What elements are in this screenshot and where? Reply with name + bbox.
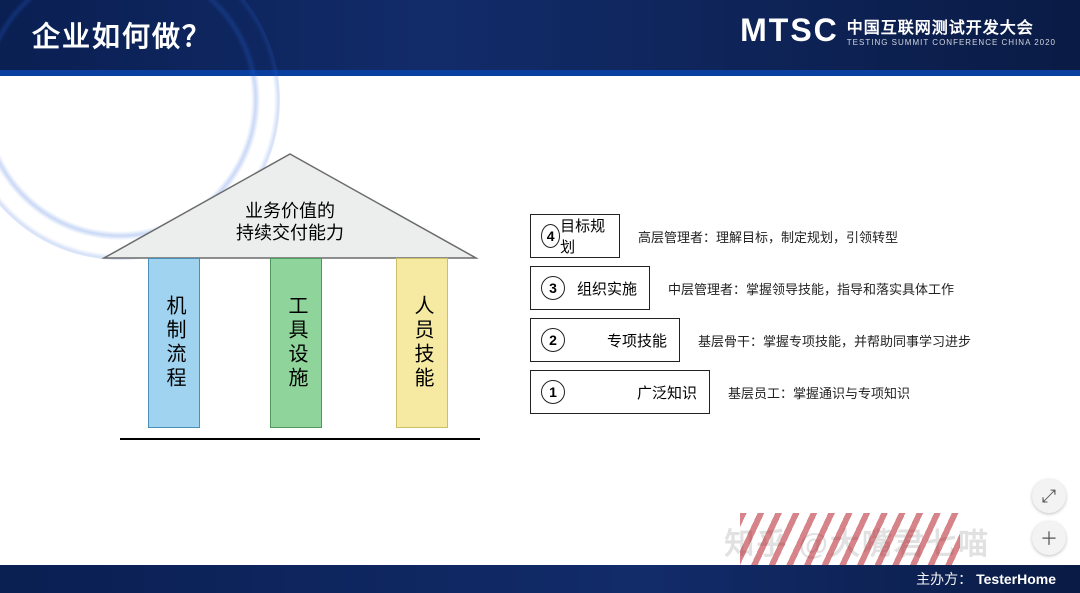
slide-footer: 主办方： TesterHome bbox=[0, 565, 1080, 593]
pyramid-step-3: 3 组织实施 bbox=[530, 266, 650, 310]
slide-header: 企业如何做？ MTSC 中国互联网测试开发大会 TESTING SUMMIT C… bbox=[0, 0, 1080, 76]
watermark: 知乎 @大嘴君七喵 bbox=[724, 519, 990, 563]
slide-title: 企业如何做？ bbox=[32, 15, 212, 55]
expand-icon: ⤢ bbox=[1042, 486, 1056, 507]
step-desc: 高层管理者：理解目标，制定规划，引领转型 bbox=[638, 227, 898, 246]
roof-text-l2: 持续交付能力 bbox=[236, 223, 344, 243]
roof-text-l1: 业务价值的 bbox=[245, 201, 335, 221]
house-roof: 业务价值的 持续交付能力 bbox=[100, 150, 480, 260]
footer-label: 主办方： bbox=[916, 569, 972, 589]
step-label: 目标规划 bbox=[560, 215, 607, 257]
expand-button[interactable]: ⤢ bbox=[1032, 479, 1066, 513]
pillar-1: 工具设施 bbox=[270, 258, 322, 428]
step-desc: 中层管理者：掌握领导技能，指导和落实具体工作 bbox=[668, 279, 954, 298]
pillar-0: 机制流程 bbox=[148, 258, 200, 428]
step-label: 专项技能 bbox=[607, 330, 667, 351]
house-baseline bbox=[120, 438, 480, 440]
house-diagram: 业务价值的 持续交付能力 机制流程 工具设施 人员技能 bbox=[100, 150, 480, 440]
zoom-in-button[interactable]: ＋ bbox=[1032, 521, 1066, 555]
step-num: 3 bbox=[541, 276, 565, 300]
step-num: 1 bbox=[541, 380, 565, 404]
brand-text: 中国互联网测试开发大会 TESTING SUMMIT CONFERENCE CH… bbox=[847, 14, 1056, 47]
brand-logo: MTSC bbox=[740, 14, 839, 46]
step-label: 广泛知识 bbox=[637, 382, 697, 403]
pyramid-row-2: 2 专项技能 基层骨干：掌握专项技能，并帮助同事学习进步 bbox=[530, 314, 1060, 366]
pyramid-step-2: 2 专项技能 bbox=[530, 318, 680, 362]
pyramid-diagram: 4目标规划高层管理者：理解目标，制定规划，引领转型3组织实施中层管理者：掌握领导… bbox=[530, 210, 1060, 418]
step-desc: 基层骨干：掌握专项技能，并帮助同事学习进步 bbox=[698, 331, 971, 350]
brand-block: MTSC 中国互联网测试开发大会 TESTING SUMMIT CONFEREN… bbox=[740, 14, 1056, 47]
step-num: 2 bbox=[541, 328, 565, 352]
pillar-2: 人员技能 bbox=[396, 258, 448, 428]
plus-icon: ＋ bbox=[1040, 525, 1058, 551]
step-desc: 基层员工：掌握通识与专项知识 bbox=[728, 383, 910, 402]
pyramid-step-1: 1 广泛知识 bbox=[530, 370, 710, 414]
step-label: 组织实施 bbox=[577, 278, 637, 299]
brand-cn: 中国互联网测试开发大会 bbox=[847, 14, 1056, 38]
pyramid-step-4: 4目标规划 bbox=[530, 214, 620, 258]
step-num: 4 bbox=[541, 224, 560, 248]
slide: 企业如何做？ MTSC 中国互联网测试开发大会 TESTING SUMMIT C… bbox=[0, 0, 1080, 593]
pyramid-row-3: 3 组织实施 中层管理者：掌握领导技能，指导和落实具体工作 bbox=[530, 262, 1060, 314]
roof-text: 业务价值的 持续交付能力 bbox=[100, 200, 480, 244]
footer-brand: TesterHome bbox=[976, 571, 1056, 587]
brand-en: TESTING SUMMIT CONFERENCE CHINA 2020 bbox=[847, 38, 1056, 47]
pyramid-row-4: 4目标规划高层管理者：理解目标，制定规划，引领转型 bbox=[530, 210, 1060, 262]
pyramid-row-1: 1 广泛知识 基层员工：掌握通识与专项知识 bbox=[530, 366, 1060, 418]
